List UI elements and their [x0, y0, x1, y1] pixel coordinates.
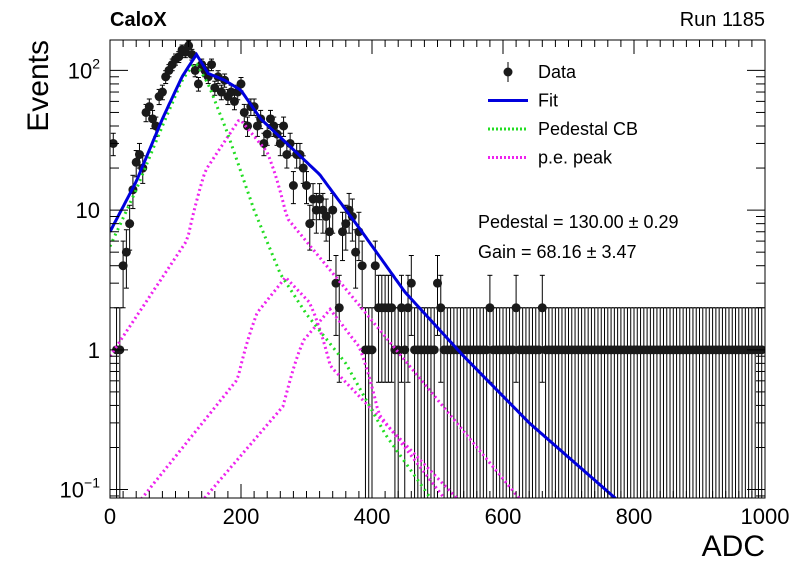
- data-point: [121, 247, 131, 257]
- pe-peak-curve-1: [110, 118, 521, 498]
- y-tick-label: 10: [76, 198, 100, 223]
- data-point: [534, 345, 544, 355]
- legend-label: Fit: [538, 91, 558, 111]
- data-point: [436, 303, 446, 313]
- data-point: [148, 114, 158, 124]
- data-point: [243, 121, 253, 131]
- run-label: Run 1185: [680, 9, 765, 31]
- y-axis-label: Events: [22, 40, 55, 132]
- x-tick-label: 0: [104, 504, 116, 529]
- data-point: [265, 114, 275, 124]
- data-point: [236, 79, 246, 89]
- data-point: [334, 303, 344, 313]
- data-point: [305, 219, 315, 229]
- x-tick-label: 200: [223, 504, 260, 529]
- data-point: [282, 150, 292, 160]
- legend-label: Pedestal CB: [538, 119, 638, 139]
- data-point: [393, 345, 403, 355]
- data-point: [367, 345, 377, 355]
- legend-data-marker: [503, 67, 513, 77]
- data-point: [537, 303, 547, 313]
- data-point: [338, 227, 348, 237]
- pe-peak-curve-3: [202, 306, 447, 498]
- x-tick-label: 800: [616, 504, 653, 529]
- data-point: [134, 150, 144, 160]
- data-point: [482, 345, 492, 355]
- data-point: [357, 261, 367, 271]
- data-point: [226, 87, 236, 97]
- data-point: [207, 60, 217, 70]
- pedestal-annotation: Pedestal = 130.00 ± 0.29: [478, 212, 679, 232]
- data-point: [193, 79, 203, 89]
- data-point: [216, 87, 226, 97]
- data-point: [131, 157, 141, 167]
- data-point: [157, 87, 167, 97]
- plot-frame: [109, 39, 766, 499]
- fit-curve: [110, 51, 618, 498]
- experiment-label: CaloX: [110, 9, 167, 31]
- data-point: [370, 261, 380, 271]
- data-point: [324, 227, 334, 237]
- data-point: [118, 261, 128, 271]
- legend: Data Fit Pedestal CB p.e. peak: [488, 62, 638, 168]
- data-point: [302, 181, 311, 191]
- y-tick-label: 1: [88, 338, 100, 363]
- data-point: [429, 345, 439, 355]
- data-point: [229, 96, 239, 106]
- data-point: [279, 121, 289, 131]
- data-point: [210, 83, 220, 93]
- data-point: [190, 65, 200, 75]
- data-point: [387, 303, 397, 313]
- gain-annotation: Gain = 68.16 ± 3.47: [478, 242, 637, 262]
- data-point: [341, 219, 351, 229]
- x-tick-label: 1000: [741, 504, 790, 529]
- data-point: [321, 212, 331, 222]
- data-point: [433, 278, 442, 288]
- data-point: [511, 303, 521, 313]
- data-point: [396, 303, 406, 313]
- data-point: [174, 52, 184, 62]
- data-point: [508, 345, 518, 355]
- data-point: [351, 247, 361, 257]
- data-point: [288, 181, 298, 191]
- data-point: [298, 163, 308, 173]
- data-point: [331, 278, 341, 288]
- legend-label: Data: [538, 62, 577, 82]
- data-point: [406, 278, 416, 288]
- x-tick-label: 400: [354, 504, 391, 529]
- pe-peak-curve-2: [140, 275, 459, 498]
- axis-layer: 0 200 400 600 800 1000 102 10 1 10−1: [60, 40, 790, 529]
- data-point: [328, 205, 338, 215]
- data-point: [125, 219, 135, 229]
- data-point: [144, 102, 154, 112]
- legend-label: p.e. peak: [538, 148, 613, 168]
- data-point: [252, 121, 262, 131]
- data-point: [400, 345, 410, 355]
- y-tick-label: 10−1: [60, 475, 101, 503]
- data-point: [311, 205, 321, 215]
- data-point: [403, 303, 413, 313]
- data-point: [239, 107, 249, 117]
- x-tick-label: 600: [485, 504, 522, 529]
- data-point: [485, 303, 495, 313]
- data-point: [259, 138, 269, 148]
- data-point: [315, 194, 325, 204]
- y-tick-label: 102: [68, 55, 100, 83]
- x-axis-label: ADC: [702, 530, 765, 563]
- data-point: [308, 194, 318, 204]
- data-point: [262, 129, 272, 139]
